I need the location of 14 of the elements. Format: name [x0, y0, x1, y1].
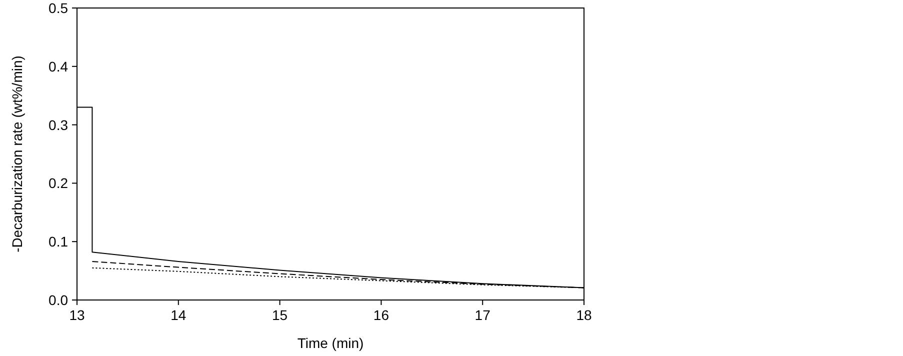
y-tick-label: 0.5 — [48, 0, 68, 16]
y-tick-label: 0.3 — [48, 116, 68, 133]
x-tick-label: 16 — [373, 307, 390, 323]
x-axis-title: Time (min) — [297, 335, 364, 351]
y-tick-label: 0.0 — [48, 292, 68, 308]
y-tick-label: 0.1 — [48, 234, 68, 250]
x-tick-label: 14 — [170, 307, 186, 323]
y-axis-title: -Decarburization rate (wt%/min) — [9, 56, 25, 252]
x-tick-label: 13 — [69, 307, 85, 323]
x-tick-label: 17 — [474, 307, 491, 323]
y-tick-label: 0.4 — [48, 58, 68, 74]
y-tick-label: 0.2 — [48, 175, 68, 192]
x-tick-label: 15 — [272, 307, 288, 323]
x-tick-label: 18 — [576, 307, 592, 323]
